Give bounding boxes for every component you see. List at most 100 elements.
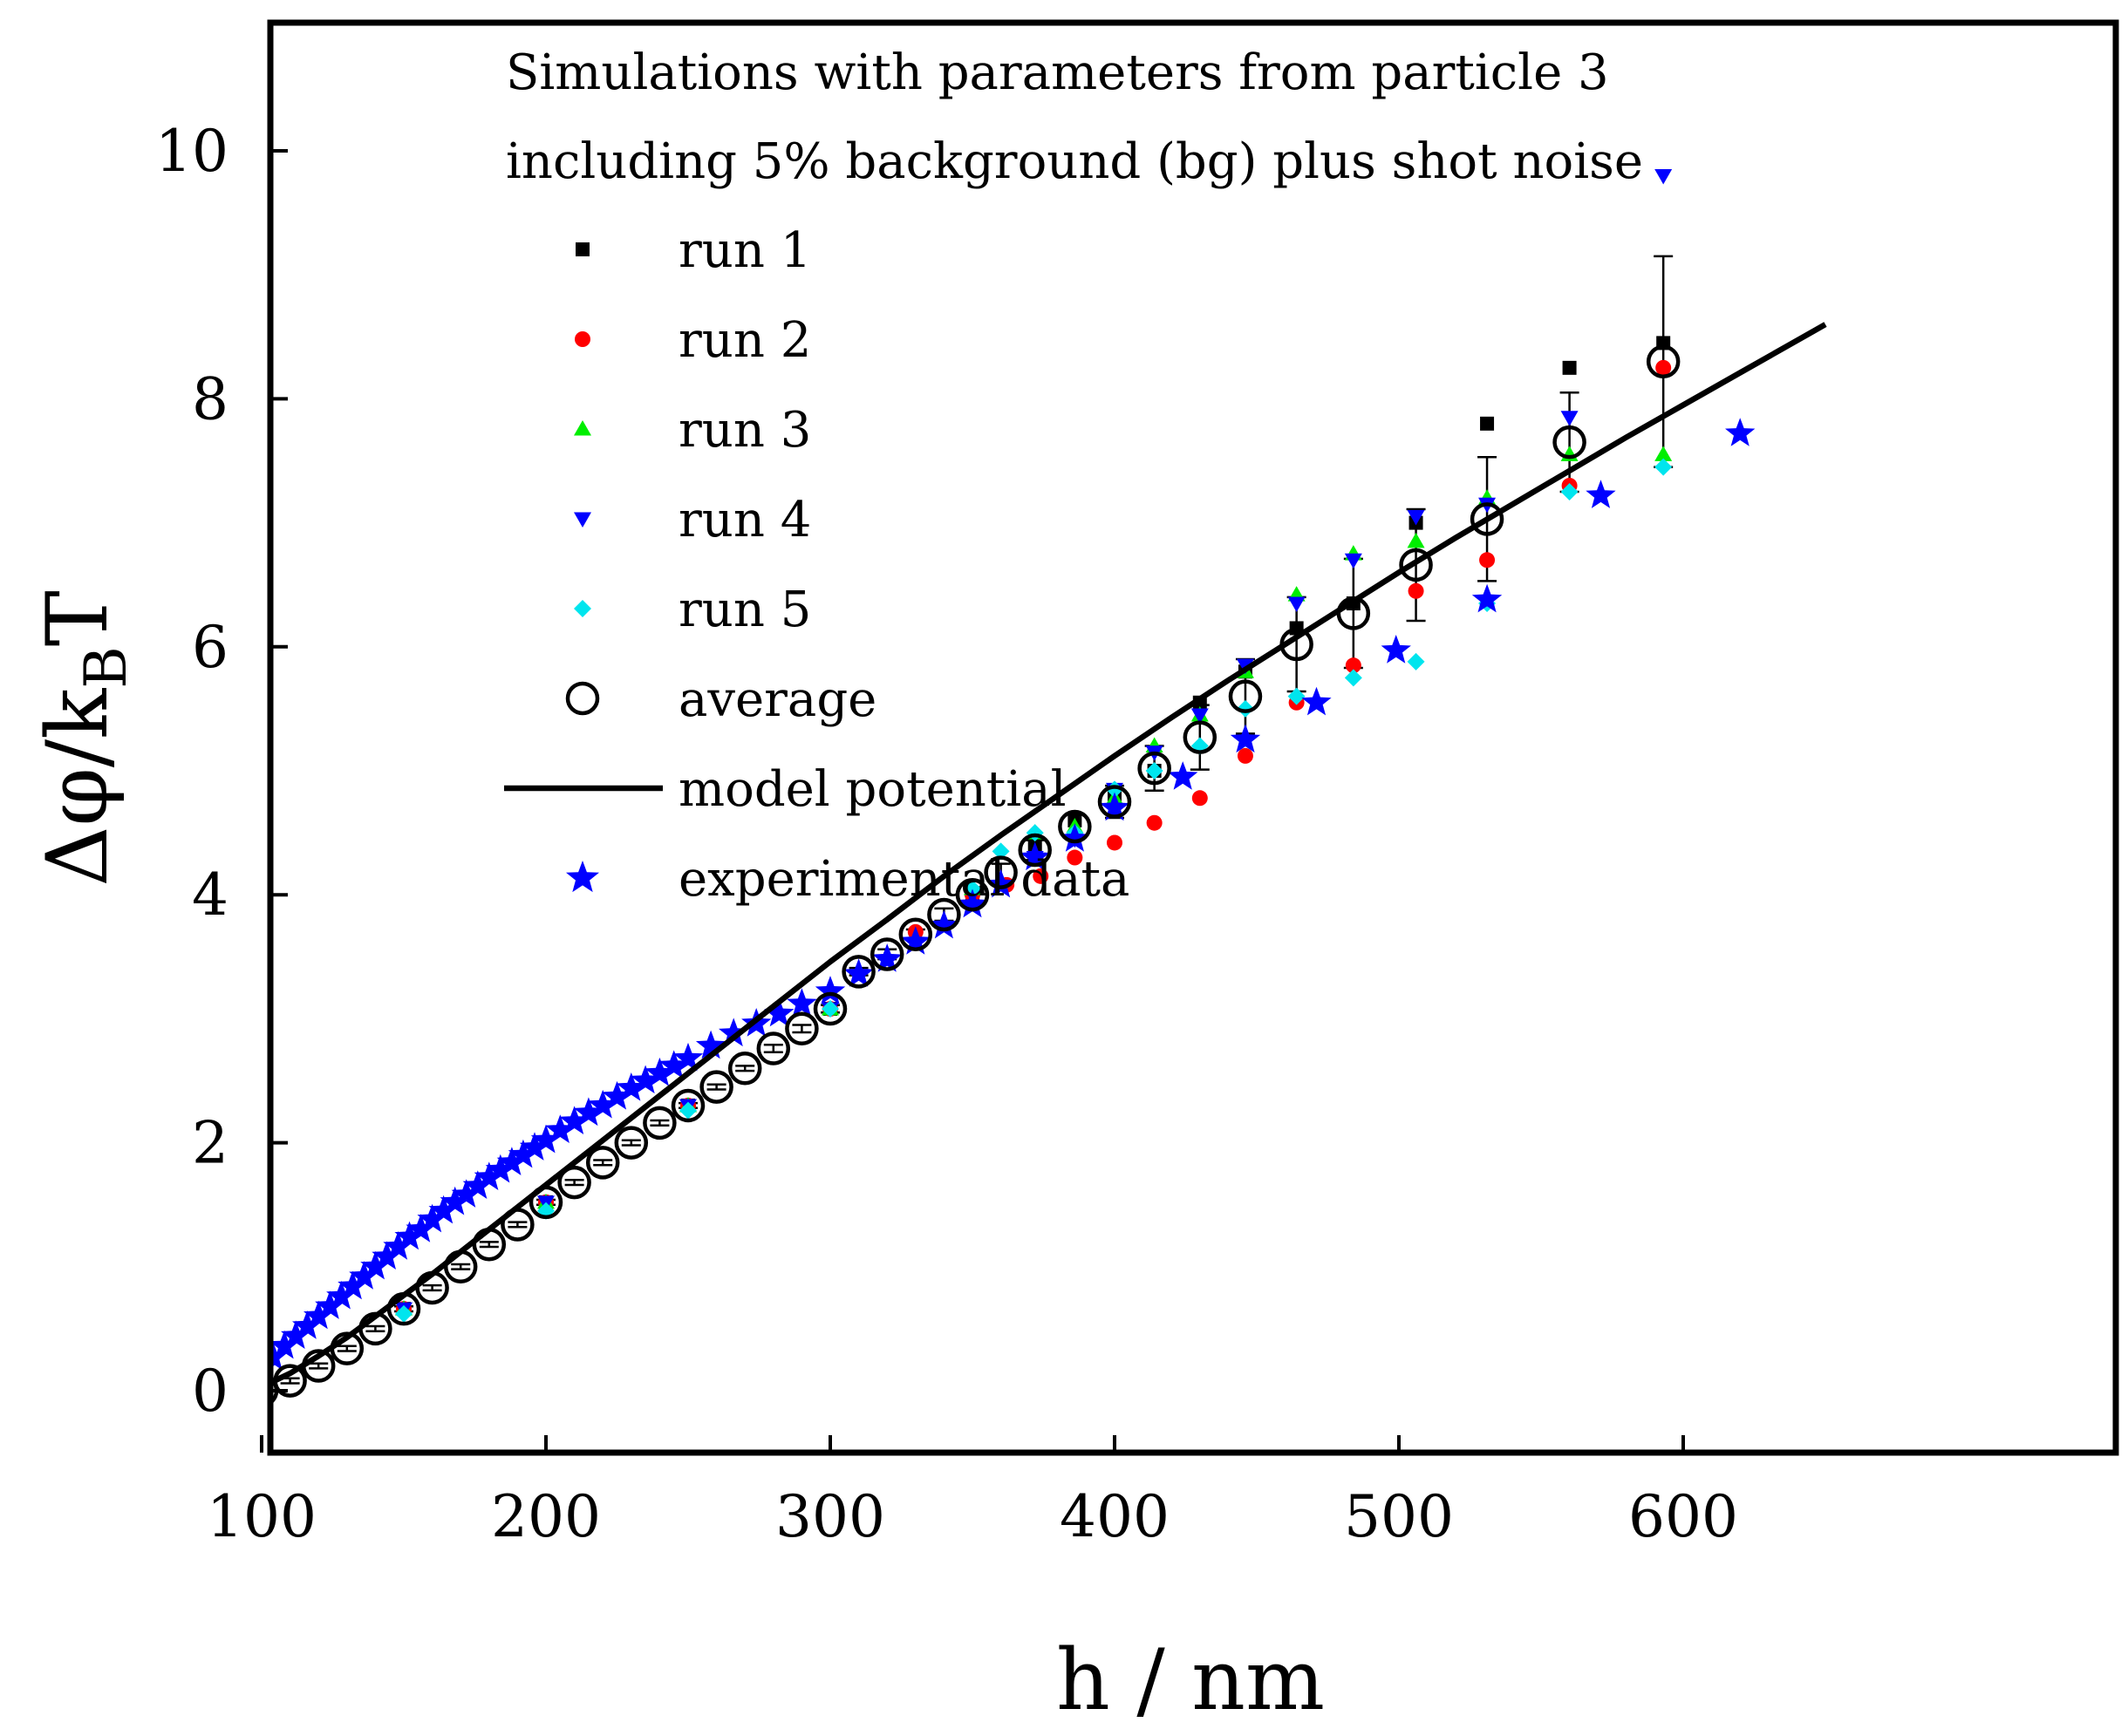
marks-layer: [270, 168, 1827, 1406]
legend-entry-run3: run 3: [574, 402, 811, 459]
average-point: [472, 1227, 507, 1262]
run4-point: [1190, 708, 1209, 725]
experimental-point: [406, 1214, 436, 1242]
experimental-point: [1725, 418, 1756, 446]
average-point: [386, 1291, 421, 1326]
average-point: [415, 1270, 449, 1305]
average-point: [358, 1311, 392, 1346]
run3-point: [1407, 532, 1425, 548]
average-point: [557, 1165, 591, 1200]
error-bar: [422, 1283, 442, 1292]
run5-point: [1654, 458, 1673, 476]
average-point: [1399, 548, 1433, 582]
run2-point: [1479, 552, 1496, 568]
average-point: [585, 1146, 620, 1180]
average-point: [984, 855, 1018, 889]
error-bar: [650, 1119, 670, 1127]
legend-entry-average: average: [565, 671, 876, 728]
average-point: [273, 1364, 307, 1398]
error-bar: [763, 1044, 783, 1054]
average-point: [643, 1106, 677, 1140]
x-axis-title: h / nm: [1056, 1631, 1325, 1729]
experimental-point: [349, 1261, 379, 1290]
error-bar: [735, 1065, 755, 1072]
experimental-point: [485, 1154, 515, 1183]
run2-point: [1146, 814, 1163, 831]
run4-point: [1654, 168, 1673, 185]
average-point: [1058, 809, 1092, 844]
average-point: [813, 991, 848, 1026]
experimental-point: [451, 1179, 481, 1208]
y-axis-title-main: Δφ/k: [29, 688, 126, 887]
average-point: [1279, 627, 1313, 662]
experimental-point: [573, 1097, 604, 1127]
run5-point: [1344, 669, 1362, 687]
legend-entry-experimental: experimental data: [566, 851, 1129, 908]
run2-point: [1237, 747, 1253, 764]
run5-point: [1145, 762, 1163, 779]
error-bar: [451, 1263, 471, 1270]
experimental-point: [394, 1221, 425, 1250]
x-tick-label: 400: [1060, 1483, 1170, 1550]
y-axis-title: Δφ/kBT: [29, 590, 140, 887]
run5-point: [1560, 483, 1579, 501]
experimental-point: [292, 1311, 323, 1339]
experimental-point: [616, 1072, 646, 1101]
error-bar: [479, 1241, 499, 1249]
legend-entry-run1: run 1: [576, 222, 811, 279]
experimental-point: [383, 1231, 413, 1260]
run5-point: [1407, 652, 1425, 671]
experimental-point: [787, 988, 817, 1017]
legend: Simulations with parameters from particl…: [504, 44, 1643, 908]
run5-series: [395, 458, 1673, 1323]
legend-swatch-open-circle: [565, 681, 600, 716]
experimental-point: [315, 1290, 345, 1319]
legend-label-average: average: [679, 671, 876, 728]
run4-point: [1560, 411, 1579, 426]
legend-entry-model: model potential: [504, 761, 1067, 818]
experimental-point: [872, 943, 903, 972]
experimental-point: [957, 888, 988, 918]
experimental-point: [462, 1170, 493, 1199]
experimental-point: [1020, 841, 1050, 871]
average-point: [1470, 502, 1504, 536]
run2-point: [1033, 868, 1049, 884]
x-tick-label: 200: [491, 1483, 601, 1550]
y-tick-label: 8: [192, 365, 228, 432]
x-tick-label: 300: [775, 1483, 885, 1550]
average-point: [727, 1052, 762, 1086]
average-point: [301, 1349, 336, 1383]
experimental-point: [372, 1241, 402, 1270]
experimental-point: [545, 1114, 576, 1143]
run2-point: [1067, 849, 1083, 866]
run5-point: [679, 1101, 697, 1120]
experimental-point: [417, 1203, 447, 1233]
average-point: [1336, 596, 1371, 630]
experimental-point: [843, 958, 874, 987]
run5-point: [1236, 699, 1254, 718]
average-point: [1646, 344, 1681, 378]
experimental-point: [986, 868, 1016, 898]
run4-point: [1344, 553, 1362, 569]
y-tick-label: 2: [192, 1110, 228, 1177]
x-tick-label: 600: [1628, 1483, 1738, 1550]
experimental-point: [645, 1057, 675, 1086]
run5-point: [1287, 687, 1306, 705]
experimental-point: [602, 1080, 632, 1110]
experimental-point: [360, 1250, 391, 1280]
run1-point: [1562, 360, 1577, 375]
average-point: [1018, 833, 1052, 868]
average-point: [955, 877, 990, 912]
experimental-point: [672, 1042, 704, 1072]
legend-heading-line1: Simulations with parameters from particl…: [506, 44, 1609, 101]
average-point: [898, 917, 933, 951]
average-point: [443, 1249, 478, 1284]
experimental-point: [1381, 635, 1411, 664]
experimental-series: [270, 418, 1756, 1381]
legend-label-run4: run 4: [679, 492, 811, 548]
y-tick-label: 6: [192, 614, 228, 681]
legend-entries: run 1 run 2 run 3 run 4 run 5 average model po…: [504, 222, 1129, 908]
experimental-point: [719, 1018, 749, 1047]
